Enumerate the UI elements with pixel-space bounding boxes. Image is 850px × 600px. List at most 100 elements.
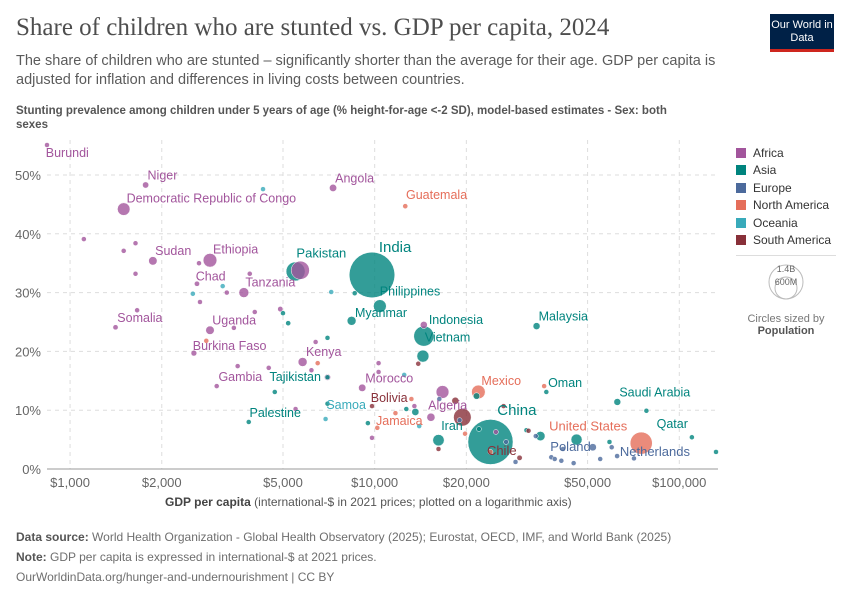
data-point [190, 291, 196, 297]
data-point [416, 349, 430, 363]
x-axis-label-bold: GDP per capita [165, 495, 251, 509]
data-point [322, 416, 329, 422]
data-point [375, 360, 382, 366]
point-label: Ethiopia [213, 243, 258, 257]
y-tick-label: 40% [15, 227, 41, 242]
data-point [436, 396, 443, 402]
point-label: Tajikistan [270, 370, 321, 384]
x-tick-label: $1,000 [50, 475, 90, 490]
point-label: Indonesia [429, 313, 483, 327]
data-point [369, 435, 375, 441]
legend-item[interactable]: North America [736, 197, 831, 215]
point-label: Qatar [657, 417, 688, 431]
data-point [213, 383, 220, 389]
legend-item[interactable]: Asia [736, 162, 831, 180]
data-point [351, 290, 358, 296]
data-point [476, 426, 482, 432]
data-point [272, 389, 278, 395]
data-point [252, 309, 258, 315]
point-label: Gambia [218, 370, 262, 384]
data-point [358, 383, 367, 392]
data-point [588, 443, 597, 452]
legend-item[interactable]: South America [736, 232, 831, 250]
data-point [415, 360, 421, 367]
data-point [224, 289, 230, 296]
data-point [570, 433, 583, 446]
point-label: Netherlands [620, 444, 691, 459]
point-label: Bolivia [371, 391, 408, 405]
point-label: Burkina Faso [193, 339, 267, 353]
owid-logo[interactable]: Our World in Data [770, 14, 834, 52]
point-label: Burundi [46, 146, 89, 160]
legend-label: South America [753, 233, 832, 248]
chart-title: Share of children who are stunted vs. GD… [16, 14, 610, 41]
point-label: Algeria [428, 399, 467, 413]
legend-item[interactable]: Europe [736, 179, 831, 197]
source-label: Data source: [16, 530, 89, 544]
point-label: Angola [335, 171, 374, 185]
data-point [203, 338, 210, 344]
data-point [132, 271, 139, 277]
point-label: Tanzania [245, 276, 295, 290]
data-point [401, 372, 407, 378]
data-point [456, 417, 463, 423]
data-point [403, 406, 410, 412]
data-point [432, 434, 445, 447]
point-label: Samoa [326, 398, 366, 412]
footer-link[interactable]: OurWorldinData.org/hunger-and-undernouri… [16, 570, 335, 584]
data-point [435, 385, 450, 399]
data-point [120, 248, 127, 254]
data-point [426, 412, 436, 422]
point-label: Morocco [365, 371, 413, 385]
data-point [329, 184, 337, 192]
data-point [570, 460, 577, 466]
data-point [462, 430, 468, 437]
data-point [234, 363, 241, 369]
data-point [512, 459, 519, 465]
size-legend-variable: Population [757, 325, 815, 337]
legend-swatch [736, 200, 746, 211]
x-tick-label: $50,000 [564, 475, 611, 490]
data-point [392, 410, 399, 416]
footer-note: Note: GDP per capita is expressed in int… [16, 550, 377, 564]
data-point [606, 439, 613, 445]
point-label: United States [549, 419, 628, 434]
y-tick-label: 10% [15, 403, 41, 418]
data-point [348, 251, 396, 298]
size-legend-circles: 1.4B 600M [768, 264, 804, 300]
data-point [451, 396, 460, 405]
data-point [365, 420, 371, 426]
data-point [297, 357, 308, 367]
legend-item[interactable]: Oceania [736, 214, 831, 232]
legend-swatch [736, 235, 746, 246]
data-point [117, 202, 131, 216]
legend-swatch [736, 147, 746, 158]
data-point [560, 446, 566, 452]
x-axis-label: GDP per capita (international-$ in 2021 … [165, 495, 572, 509]
x-tick-label: $2,000 [142, 475, 182, 490]
point-label: Sudan [155, 244, 191, 258]
data-point [81, 236, 87, 242]
data-point [277, 306, 284, 312]
legend-item[interactable]: Africa [736, 144, 831, 162]
point-label: Chile [487, 443, 517, 458]
data-point [290, 260, 310, 280]
point-label: Mexico [481, 374, 521, 388]
data-point [525, 428, 532, 434]
y-tick-label: 30% [15, 286, 41, 301]
y-tick-label: 20% [15, 344, 41, 359]
data-point [373, 299, 387, 313]
data-point [473, 392, 481, 400]
x-axis-label-rest: (international-$ in 2021 prices; plotted… [254, 495, 572, 509]
data-point [411, 403, 418, 409]
data-point [231, 325, 237, 331]
data-point [308, 367, 315, 373]
size-legend-small: 600M [775, 277, 798, 287]
point-label: Chad [196, 270, 226, 284]
data-point [608, 444, 615, 450]
legend-label: Africa [753, 145, 784, 160]
data-point [551, 456, 558, 462]
data-point [142, 181, 149, 189]
y-tick-label: 50% [15, 168, 41, 183]
point-label: Saudi Arabia [619, 386, 690, 400]
